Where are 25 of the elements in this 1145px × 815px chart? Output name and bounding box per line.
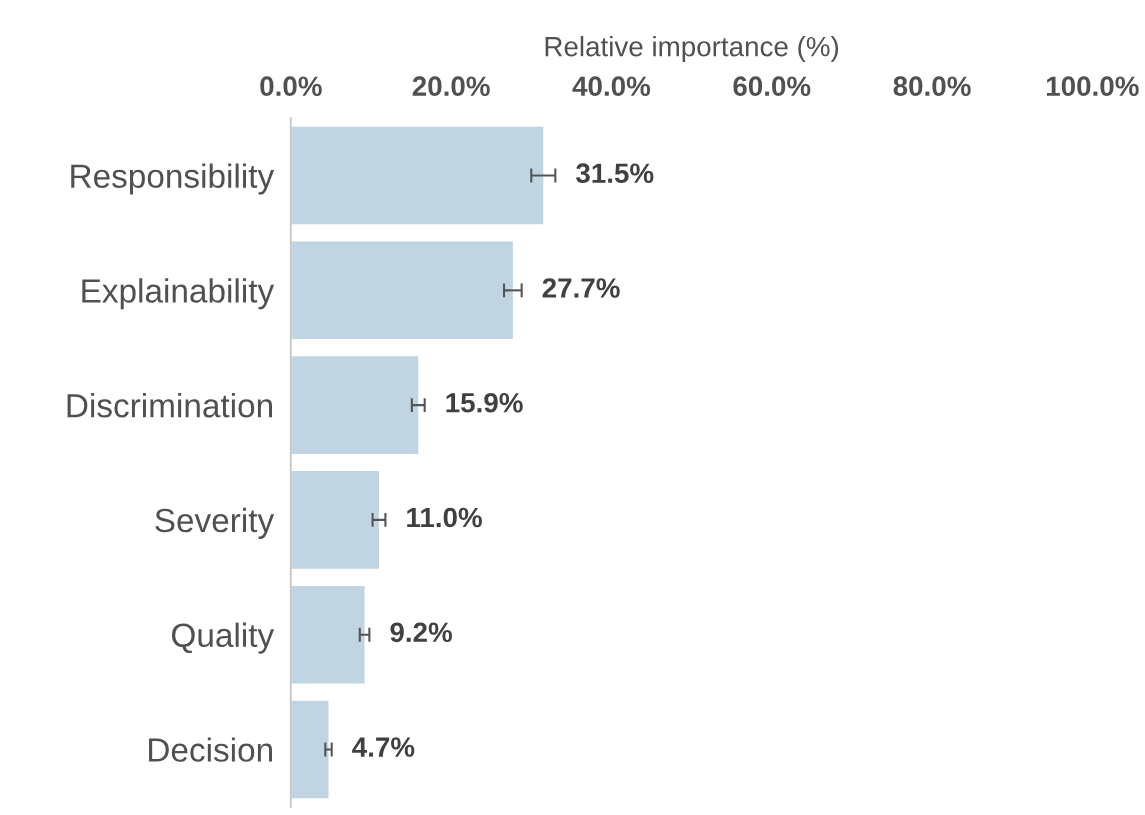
bar: [290, 700, 329, 799]
bar: [290, 241, 513, 340]
data-label: 9.2%: [390, 622, 452, 643]
data-label: 11.0%: [407, 507, 482, 528]
data-label: 27.7%: [542, 278, 620, 298]
data-label: 15.9%: [446, 392, 523, 413]
bar: [290, 126, 544, 225]
data-label: 31.5%: [576, 163, 654, 184]
data-label: 4.7%: [352, 737, 415, 757]
y-tick-label: Decision: [149, 737, 272, 762]
x-tick-label: 80.0%: [893, 76, 971, 97]
x-tick-label: 100.0%: [1046, 76, 1139, 97]
bar: [290, 585, 365, 684]
x-tick-label: 40.0%: [572, 76, 651, 97]
y-tick-label: Severity: [155, 507, 275, 539]
y-tick-label: Discrimination: [67, 393, 273, 418]
x-axis-title: Relative importance (%): [545, 36, 839, 62]
x-tick-label: 20.0%: [412, 76, 490, 97]
y-tick-label: Quality: [172, 622, 275, 654]
x-tick-label: 60.0%: [733, 76, 811, 97]
x-tick-label: 0.0%: [260, 76, 322, 97]
bar: [290, 471, 379, 569]
y-tick-label: Explainability: [82, 278, 275, 310]
bar: [290, 356, 419, 454]
y-tick-label: Responsibility: [71, 163, 275, 195]
